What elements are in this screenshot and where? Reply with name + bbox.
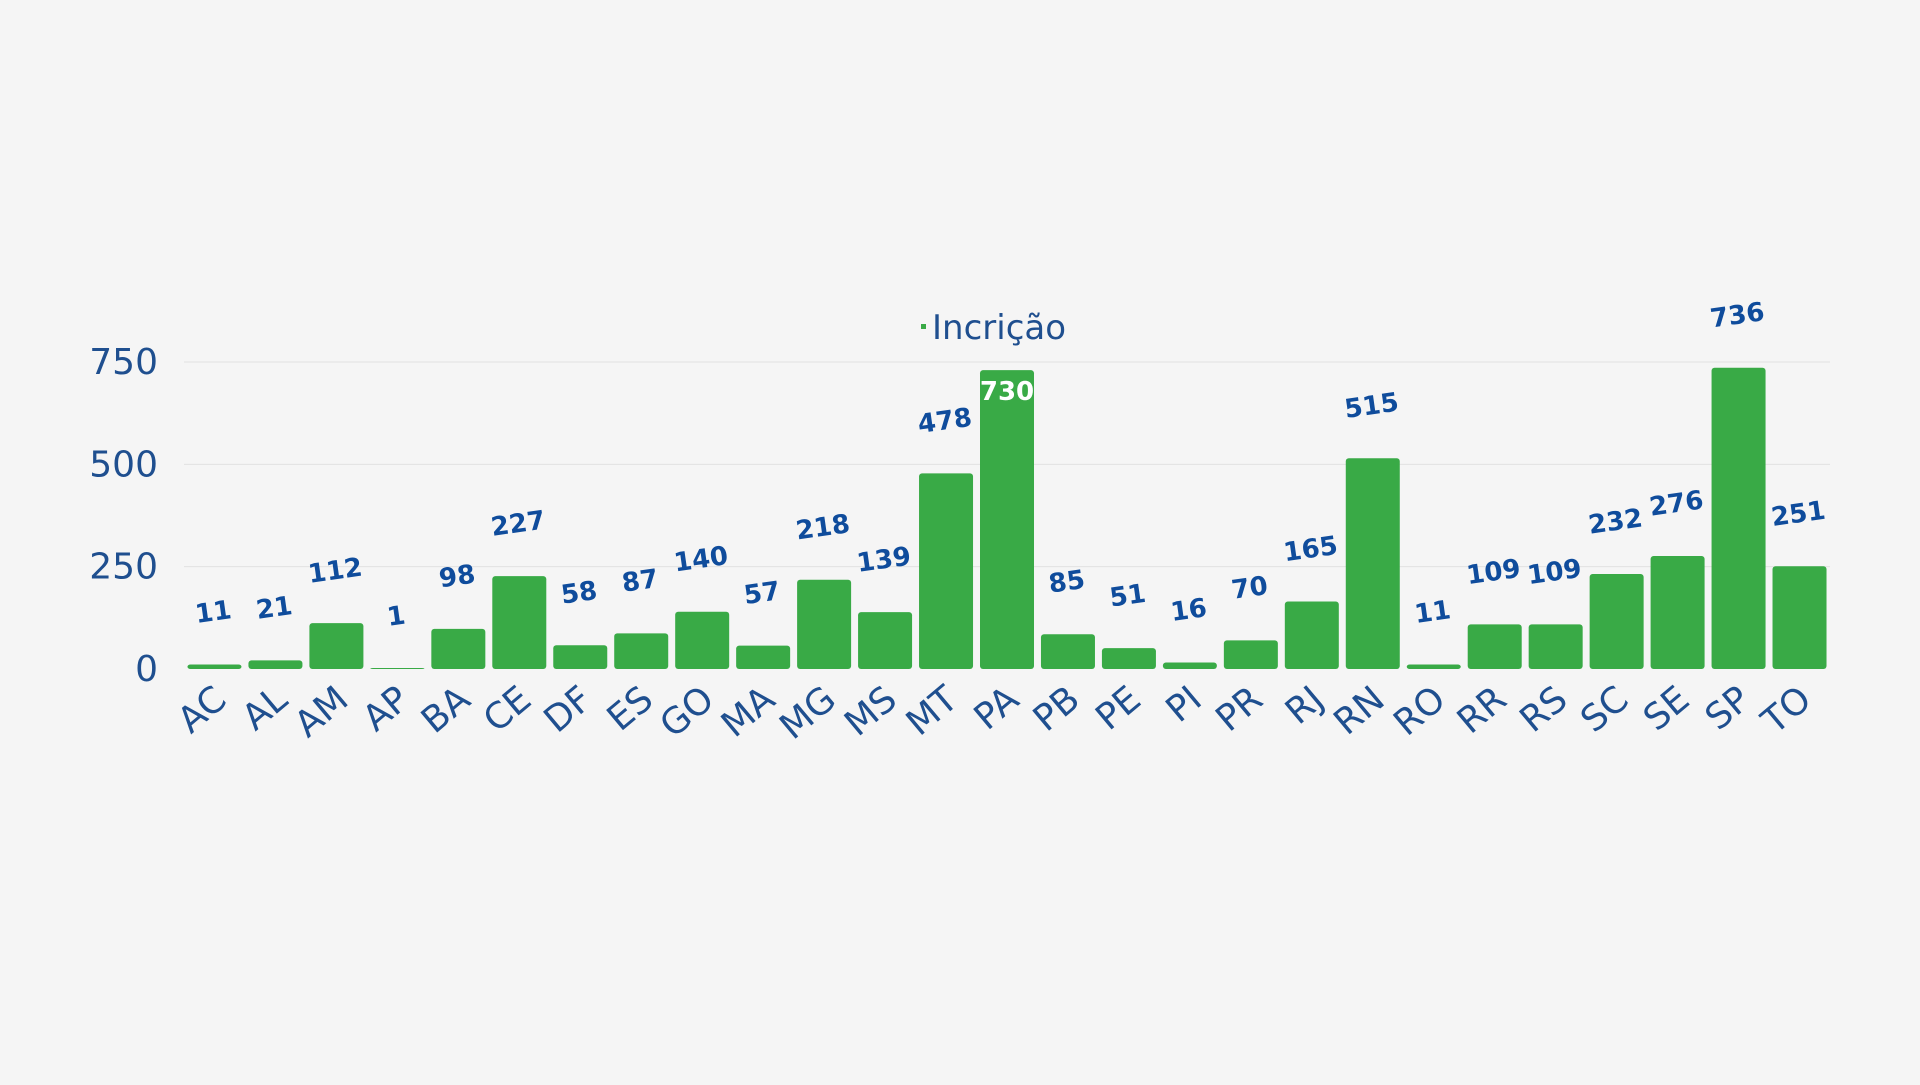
data-label-pi: 16 [1169, 593, 1209, 628]
data-label-go: 140 [672, 541, 730, 578]
x-tick-label-ma: MA [714, 678, 783, 745]
x-tick-label-ce: CE [476, 678, 539, 740]
bar-pi [1162, 662, 1217, 669]
data-label-am: 112 [306, 553, 364, 590]
x-tick-label-pi: PI [1159, 678, 1210, 730]
bar-rr [1467, 624, 1522, 669]
data-label-sp: 736 [1708, 297, 1766, 334]
bar-pe [1101, 648, 1156, 669]
y-tick-label: 750 [89, 342, 158, 383]
data-label-pb: 85 [1047, 565, 1087, 600]
bar-rj [1284, 601, 1339, 669]
bar-mt [919, 473, 974, 669]
data-label-to: 251 [1769, 496, 1827, 533]
bar-rs [1528, 624, 1583, 669]
bar-df [553, 645, 608, 669]
x-tick-label-sc: SC [1573, 678, 1636, 740]
y-tick-label: 500 [89, 444, 158, 485]
x-tick-label-ms: MS [837, 678, 905, 744]
x-tick-label-pe: PE [1088, 678, 1148, 738]
bar-sp [1711, 367, 1766, 669]
x-tick-label-mt: MT [899, 678, 967, 744]
bar-rn [1345, 458, 1400, 669]
bar-ap [370, 668, 425, 669]
x-tick-label-ba: BA [414, 678, 478, 741]
bar-pr [1223, 640, 1278, 669]
data-label-mg: 218 [794, 509, 852, 546]
data-label-mt: 478 [916, 403, 974, 440]
data-label-ac: 11 [193, 595, 233, 630]
bar-ba [431, 628, 486, 669]
data-label-ce: 227 [489, 506, 547, 543]
x-tick-label-ac: AC [170, 678, 234, 741]
x-tick-label-go: GO [653, 678, 722, 746]
bar-ac [187, 664, 242, 669]
legend: Incrição [921, 308, 1066, 348]
x-tick-label-ap: AP [355, 678, 417, 739]
bar-pb [1040, 634, 1095, 669]
legend-swatch [921, 324, 926, 329]
data-label-se: 276 [1648, 485, 1706, 522]
data-label-al: 21 [254, 591, 294, 626]
bar-ce [492, 576, 547, 669]
y-tick-label: 0 [135, 649, 158, 690]
y-tick-label: 250 [89, 547, 158, 588]
x-tick-label-am: AM [287, 678, 356, 745]
bar-sc [1589, 574, 1644, 669]
x-tick-label-pa: PA [967, 678, 1027, 738]
bar-ma [736, 645, 791, 669]
x-tick-label-ro: RO [1386, 678, 1453, 744]
data-label-es: 87 [620, 564, 660, 599]
data-label-rr: 109 [1465, 554, 1523, 591]
data-label-ms: 139 [855, 542, 913, 579]
data-label-pr: 70 [1230, 571, 1270, 606]
bar-pa [980, 370, 1034, 669]
data-label-df: 58 [559, 576, 599, 611]
x-tick-label-rr: RR [1450, 678, 1515, 742]
x-tick-label-se: SE [1636, 678, 1697, 739]
x-tick-label-df: DF [537, 678, 600, 741]
data-label-ro: 11 [1413, 595, 1453, 630]
bar-se [1650, 556, 1705, 669]
x-tick-label-es: ES [600, 678, 661, 739]
x-tick-label-rn: RN [1326, 678, 1392, 743]
bar-ro [1406, 664, 1461, 669]
x-tick-label-rj: RJ [1278, 678, 1332, 732]
bar-go [675, 611, 730, 669]
y-axis: 0 250 500 750 [89, 342, 158, 690]
x-tick-label-rs: RS [1512, 678, 1575, 740]
bar-mg [797, 579, 852, 669]
x-tick-label-mg: MG [772, 678, 844, 747]
x-tick-label-pb: PB [1026, 678, 1088, 739]
data-label-rn: 515 [1343, 388, 1401, 425]
data-label-sc: 232 [1587, 503, 1645, 540]
x-tick-label-to: TO [1754, 678, 1820, 742]
data-label-pa: 730 [980, 377, 1034, 407]
x-tick-label-sp: SP [1698, 678, 1758, 738]
data-label-rj: 165 [1282, 531, 1340, 568]
bar-es [614, 633, 669, 669]
bar-am [309, 623, 364, 669]
x-tick-label-al: AL [235, 678, 296, 738]
data-label-rs: 109 [1526, 554, 1584, 591]
bar-ms [858, 612, 913, 669]
x-tick-label-pr: PR [1208, 678, 1270, 739]
bar-al [248, 660, 303, 669]
bar-to [1772, 566, 1827, 669]
data-label-ap: 1 [385, 601, 407, 633]
bars [187, 367, 1827, 669]
data-label-pe: 51 [1108, 579, 1148, 614]
data-label-ba: 98 [437, 560, 477, 595]
legend-label: Incrição [932, 308, 1066, 348]
data-label-ma: 57 [742, 576, 782, 611]
